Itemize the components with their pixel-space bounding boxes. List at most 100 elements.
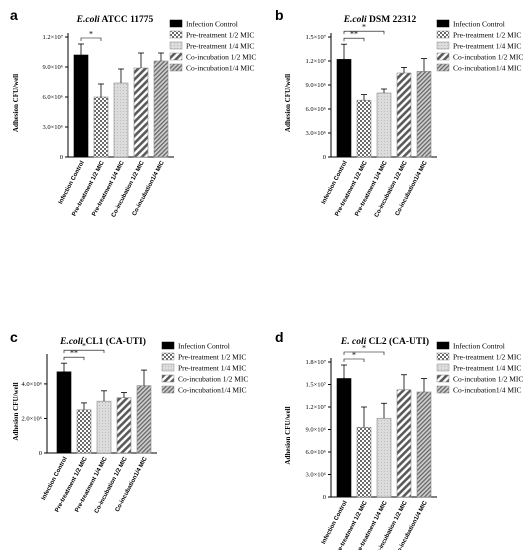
legend-swatch bbox=[436, 41, 450, 50]
legend-swatch bbox=[161, 352, 175, 361]
legend-label: Co-incubation 1/2 MIC bbox=[453, 375, 523, 384]
legend-swatch bbox=[169, 30, 183, 39]
significance-bracket bbox=[343, 37, 365, 42]
significance-bracket bbox=[63, 349, 105, 354]
y-tick-label: 2.0×10⁶ bbox=[21, 415, 42, 422]
title-strain: DSM 22312 bbox=[367, 15, 417, 25]
chart-title: E.coli ATCC 11775 bbox=[76, 15, 154, 25]
significance-bracket bbox=[343, 358, 365, 362]
legend-label: Pre-treatment 1/4 MIC bbox=[453, 364, 521, 373]
legend-swatch bbox=[436, 63, 450, 72]
panel-letter: b bbox=[275, 7, 284, 23]
y-tick-label: 1.5×10⁷ bbox=[305, 34, 326, 41]
bar bbox=[73, 54, 89, 158]
legend-label: Infection Control bbox=[453, 20, 505, 29]
bar bbox=[56, 371, 72, 454]
legend-swatch bbox=[161, 363, 175, 372]
y-tick-label: 1.2×10⁷ bbox=[305, 404, 326, 411]
significance-label: * bbox=[89, 30, 93, 39]
legend-swatch bbox=[436, 385, 450, 394]
legend-label: Pre-treatment 1/4 MIC bbox=[186, 42, 254, 51]
chart-panel-a: a E.coli ATCC 11775 Adhesion CFU/well 0 3.0×… bbox=[10, 7, 256, 219]
y-tick-label: 1.8×10⁷ bbox=[305, 359, 326, 366]
bar bbox=[336, 59, 352, 158]
y-axis-label: Adhesion CFU/well bbox=[12, 74, 20, 132]
y-tick-label: 1.2×10⁷ bbox=[42, 34, 63, 41]
bar bbox=[356, 99, 372, 158]
bar bbox=[376, 92, 392, 158]
legend-label: Pre-treatment 1/4 MIC bbox=[453, 42, 521, 51]
y-axis-label: Adhesion CFU/well bbox=[284, 74, 292, 132]
chart-panel-d: d E. coli CL2 (CA-UTI) Adhesion CFU/well 0 3… bbox=[275, 329, 523, 550]
chart-title: E.coli CL1 (CA-UTI) bbox=[59, 336, 146, 347]
y-tick-label: 0 bbox=[323, 154, 326, 161]
y-tick-label: 6.0×10⁶ bbox=[305, 106, 326, 113]
bar bbox=[416, 391, 432, 498]
legend-swatch bbox=[161, 374, 175, 383]
significance-label: * bbox=[82, 342, 86, 351]
y-tick-label: 0 bbox=[323, 494, 326, 501]
bar bbox=[396, 72, 412, 158]
y-tick-label: 9.0×10⁶ bbox=[42, 64, 63, 71]
bar bbox=[93, 96, 109, 158]
y-tick-label: 1.2×10⁷ bbox=[305, 58, 326, 65]
legend-label: Co-incubation 1/2 MIC bbox=[178, 375, 248, 384]
legend-label: Co-incubation 1/2 MIC bbox=[186, 53, 256, 62]
y-tick-label: 3.0×10⁶ bbox=[42, 124, 63, 131]
chart-title: E. coli CL2 (CA-UTI) bbox=[340, 336, 429, 347]
legend-swatch bbox=[436, 52, 450, 61]
title-species: E. coli bbox=[340, 337, 367, 347]
bar bbox=[116, 397, 132, 454]
significance-bracket bbox=[80, 37, 102, 41]
title-species: E.coli bbox=[76, 15, 100, 25]
y-axis-label: Adhesion CFU/well bbox=[284, 406, 292, 464]
title-species: E.coli bbox=[343, 15, 367, 25]
legend-label: Co-incubation1/4 MIC bbox=[453, 64, 522, 73]
bar bbox=[133, 67, 149, 158]
legend-label: Pre-treatment 1/2 MIC bbox=[186, 31, 254, 40]
legend-label: Pre-treatment 1/4 MIC bbox=[178, 364, 246, 373]
title-species: E.coli bbox=[59, 337, 83, 347]
y-tick-label: 0 bbox=[39, 450, 42, 457]
legend-swatch bbox=[169, 52, 183, 61]
bar bbox=[376, 417, 392, 498]
title-strain: ATCC 11775 bbox=[100, 15, 154, 25]
legend-swatch bbox=[169, 41, 183, 50]
legend-swatch bbox=[161, 385, 175, 394]
panel-letter: d bbox=[275, 329, 284, 345]
bar bbox=[356, 426, 372, 498]
y-tick-label: 3.0×10⁶ bbox=[305, 130, 326, 137]
y-tick-label: 9.0×10⁶ bbox=[305, 82, 326, 89]
y-tick-label: 6.0×10⁶ bbox=[42, 94, 63, 101]
panel-letter: c bbox=[10, 329, 18, 345]
legend-label: Co-incubation1/4 MIC bbox=[186, 64, 255, 73]
chart-title: E.coli DSM 22312 bbox=[343, 15, 417, 25]
significance-label: * bbox=[352, 351, 356, 360]
legend-label: Co-incubation1/4 MIC bbox=[453, 386, 522, 395]
bar bbox=[416, 71, 432, 158]
legend-swatch bbox=[436, 341, 450, 350]
legend-swatch bbox=[436, 352, 450, 361]
legend-swatch bbox=[436, 374, 450, 383]
legend-label: Infection Control bbox=[186, 20, 238, 29]
chart-panel-c: c E.coli CL1 (CA-UTI) Adhesion CFU/well 0 2.… bbox=[10, 329, 248, 515]
panel-letter: a bbox=[10, 7, 18, 23]
legend-swatch bbox=[169, 63, 183, 72]
y-tick-label: 3.0×10⁶ bbox=[305, 472, 326, 479]
legend-label: Co-incubation 1/2 MIC bbox=[453, 53, 523, 62]
bar bbox=[76, 409, 92, 454]
significance-label: ** bbox=[350, 30, 358, 39]
y-tick-label: 1.5×10⁷ bbox=[305, 382, 326, 389]
bar bbox=[153, 60, 169, 158]
bar bbox=[396, 389, 412, 498]
legend-label: Co-incubation1/4 MIC bbox=[178, 386, 247, 395]
y-tick-label: 9.0×10⁶ bbox=[305, 427, 326, 434]
bar bbox=[96, 400, 112, 454]
y-tick-label: 0 bbox=[60, 154, 63, 161]
legend-swatch bbox=[436, 363, 450, 372]
legend-swatch bbox=[436, 30, 450, 39]
legend-label: Pre-treatment 1/2 MIC bbox=[178, 353, 246, 362]
bar bbox=[336, 378, 352, 498]
significance-label: * bbox=[362, 344, 366, 353]
